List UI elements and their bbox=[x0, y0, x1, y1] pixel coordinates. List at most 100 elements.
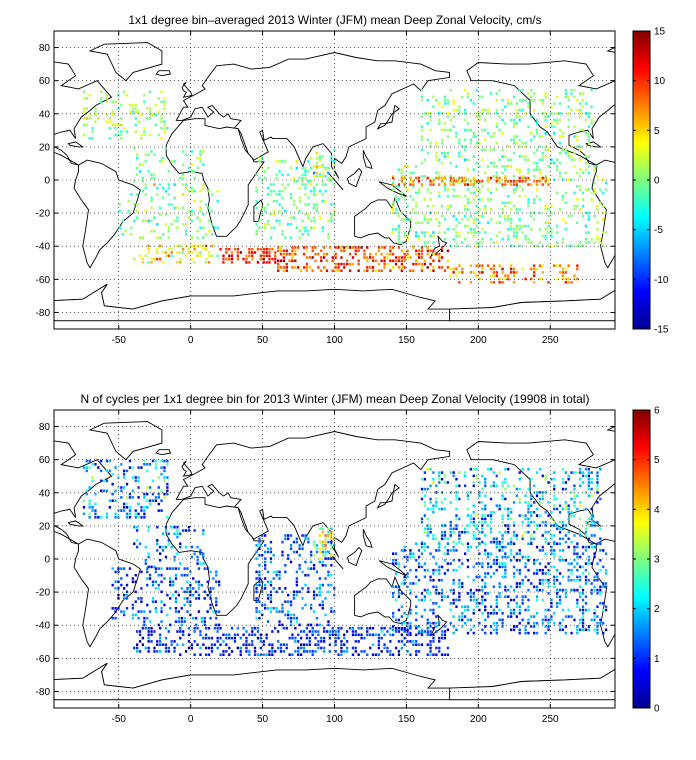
data-cell bbox=[189, 600, 192, 603]
data-cell bbox=[495, 504, 498, 507]
data-cell bbox=[475, 141, 478, 145]
data-cell bbox=[561, 267, 565, 271]
data-cell bbox=[334, 262, 337, 266]
data-cell bbox=[380, 630, 383, 633]
data-cell bbox=[415, 568, 418, 572]
data-cell bbox=[438, 650, 441, 653]
data-cell bbox=[590, 588, 593, 592]
data-cell bbox=[82, 90, 86, 94]
data-cell bbox=[264, 550, 267, 554]
data-cell bbox=[458, 592, 461, 595]
data-cell bbox=[558, 161, 562, 165]
data-cell bbox=[466, 494, 470, 497]
data-cell bbox=[547, 628, 550, 632]
data-cell bbox=[438, 545, 441, 549]
data-cell bbox=[573, 277, 576, 281]
data-cell bbox=[484, 552, 487, 555]
data-cell bbox=[443, 151, 447, 155]
data-cell bbox=[258, 600, 261, 603]
data-cell bbox=[330, 573, 333, 577]
data-cell bbox=[461, 612, 464, 615]
data-cell bbox=[535, 188, 539, 191]
data-cell bbox=[484, 575, 487, 579]
data-cell bbox=[518, 487, 521, 491]
data-cell bbox=[202, 555, 205, 559]
data-cell bbox=[443, 524, 447, 527]
data-cell bbox=[518, 631, 521, 635]
data-cell bbox=[258, 547, 261, 550]
data-cell bbox=[288, 252, 291, 256]
data-cell bbox=[294, 636, 297, 640]
data-cell bbox=[301, 166, 304, 170]
data-cell bbox=[449, 608, 452, 612]
data-cell bbox=[128, 509, 132, 512]
data-cell bbox=[579, 501, 582, 504]
data-cell bbox=[487, 612, 490, 615]
data-cell bbox=[541, 244, 544, 248]
data-cell bbox=[400, 211, 403, 215]
data-cell bbox=[521, 598, 524, 602]
data-cell bbox=[541, 598, 544, 602]
data-cell bbox=[310, 226, 313, 229]
data-cell bbox=[556, 507, 559, 511]
data-cell bbox=[278, 189, 281, 193]
data-cell bbox=[484, 517, 487, 521]
data-cell bbox=[472, 183, 475, 186]
data-cell bbox=[472, 271, 475, 274]
data-cell bbox=[143, 130, 146, 133]
data-cell bbox=[105, 459, 109, 463]
data-cell bbox=[163, 496, 166, 499]
data-cell bbox=[584, 155, 588, 158]
data-cell bbox=[492, 608, 495, 612]
data-cell bbox=[383, 633, 386, 637]
data-cell bbox=[289, 544, 293, 547]
data-cell bbox=[200, 620, 203, 623]
data-cell bbox=[604, 568, 608, 572]
data-cell bbox=[397, 228, 401, 231]
data-cell bbox=[556, 191, 559, 195]
data-cell bbox=[527, 92, 530, 95]
data-cell bbox=[160, 567, 163, 570]
data-cell bbox=[133, 257, 136, 261]
data-cell bbox=[292, 203, 296, 206]
data-cell bbox=[148, 486, 152, 489]
data-cell bbox=[564, 271, 567, 274]
data-cell bbox=[507, 595, 510, 598]
data-cell bbox=[438, 592, 441, 595]
data-cell bbox=[196, 251, 199, 254]
data-cell bbox=[573, 165, 576, 168]
data-cell bbox=[570, 572, 573, 575]
data-cell bbox=[579, 608, 582, 612]
data-cell bbox=[180, 623, 183, 627]
data-cell bbox=[461, 241, 464, 244]
data-cell bbox=[351, 626, 355, 630]
data-cell bbox=[255, 223, 258, 226]
data-cell bbox=[538, 241, 542, 244]
data-cell bbox=[253, 251, 257, 254]
data-cell bbox=[458, 559, 461, 562]
data-cell bbox=[518, 115, 521, 118]
data-cell bbox=[228, 254, 231, 258]
data-cell bbox=[392, 612, 395, 615]
data-cell bbox=[576, 185, 579, 188]
data-cell bbox=[489, 530, 493, 534]
data-cell bbox=[182, 176, 185, 180]
data-cell bbox=[484, 477, 487, 481]
data-cell bbox=[423, 471, 426, 474]
data-cell bbox=[143, 516, 146, 519]
data-cell bbox=[118, 203, 121, 206]
data-cell bbox=[587, 211, 590, 215]
data-cell bbox=[397, 653, 401, 656]
data-cell bbox=[295, 160, 298, 163]
data-cell bbox=[114, 516, 117, 519]
data-cell bbox=[420, 256, 424, 259]
data-cell bbox=[147, 170, 150, 173]
data-cell bbox=[167, 539, 170, 542]
data-cell bbox=[481, 95, 484, 99]
data-cell bbox=[123, 509, 126, 512]
data-cell bbox=[192, 593, 195, 597]
data-cell bbox=[501, 155, 504, 158]
data-cell bbox=[307, 623, 310, 627]
data-cell bbox=[420, 185, 424, 188]
data-cell bbox=[415, 231, 418, 234]
